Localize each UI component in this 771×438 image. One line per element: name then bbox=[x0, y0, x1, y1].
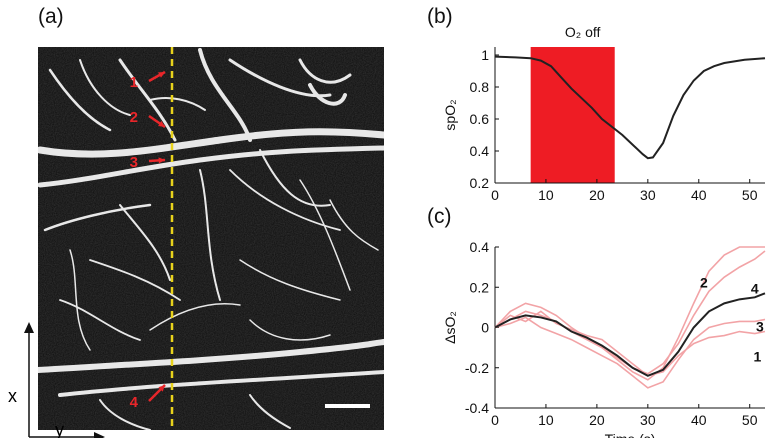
dso2-x-tick-label: 50 bbox=[742, 412, 758, 428]
dso2-series-3-line bbox=[494, 316, 766, 389]
dso2-y-tick-label: -0.4 bbox=[465, 400, 489, 416]
series-4-label: 4 bbox=[751, 280, 759, 296]
marker-4-arrowhead bbox=[158, 385, 165, 392]
panel-b-label: (b) bbox=[427, 5, 453, 28]
marker-3-label: 3 bbox=[130, 154, 138, 171]
dso2-x-axis-label: Time (s) bbox=[605, 431, 656, 438]
spo2-y-tick-label: 1 bbox=[481, 47, 489, 63]
vessel-markers: 1 2 3 4 bbox=[130, 70, 166, 411]
panel-c-label: (c) bbox=[427, 205, 452, 228]
spo2-y-tick-label: 0.6 bbox=[470, 111, 490, 127]
series-2-label: 2 bbox=[700, 274, 708, 290]
marker-4-label: 4 bbox=[130, 394, 139, 411]
series-3-label: 3 bbox=[756, 319, 764, 335]
dso2-y-tick-label: 0.4 bbox=[470, 239, 490, 255]
series-1-label: 1 bbox=[753, 349, 761, 365]
angiography-image bbox=[38, 47, 384, 430]
marker-2-arrowhead bbox=[158, 120, 165, 127]
dso2-series-4-line bbox=[494, 250, 766, 375]
dso2-y-tick-label: 0 bbox=[481, 320, 489, 336]
dso2-series-4-line bbox=[494, 292, 766, 377]
spo2-x-tick-label: 50 bbox=[742, 187, 758, 203]
dso2-x-tick-label: 10 bbox=[538, 412, 554, 428]
chart-spo2: O₂ off 0 10 20 30 40 50 0.2 0.4 0.6 0.8 1 spO₂ bbox=[442, 24, 766, 203]
dso2-series-2-line bbox=[494, 246, 765, 381]
spo2-y-tick-label: 0.4 bbox=[470, 143, 490, 159]
marker-3-arrowhead bbox=[158, 157, 165, 164]
panel-a-label: (a) bbox=[38, 5, 64, 28]
dso2-x-tick-label: 40 bbox=[691, 412, 707, 428]
marker-2-label: 2 bbox=[130, 109, 138, 126]
orientation-axes bbox=[24, 322, 105, 438]
dso2-y-tick-label: 0.2 bbox=[470, 279, 490, 295]
dso2-y-tick-label: -0.2 bbox=[465, 360, 489, 376]
o2-off-region bbox=[530, 47, 615, 183]
spo2-series-0-line bbox=[494, 55, 766, 160]
spo2-x-tick-label: 40 bbox=[691, 187, 707, 203]
spo2-x-tick-label: 20 bbox=[589, 187, 605, 203]
marker-1-arrowhead bbox=[158, 72, 165, 78]
dso2-x-tick-label: 0 bbox=[491, 412, 499, 428]
dso2-series-1-line bbox=[494, 310, 766, 377]
spo2-x-tick-label: 0 bbox=[491, 187, 499, 203]
spo2-x-tick-label: 30 bbox=[640, 187, 656, 203]
dso2-x-tick-label: 30 bbox=[640, 412, 656, 428]
spo2-y-tick-label: 0.2 bbox=[470, 175, 490, 191]
marker-1-label: 1 bbox=[130, 74, 138, 91]
chart-dso2: 0 10 20 30 40 50 -0.4 -0.2 0 0.2 0.4 ΔsO₂ Time (s) 1 2… bbox=[442, 239, 766, 438]
dso2-y-axis-label: ΔsO₂ bbox=[442, 311, 458, 344]
spo2-y-axis-label: spO₂ bbox=[442, 99, 458, 130]
o2-off-annotation: O₂ off bbox=[565, 24, 601, 40]
spo2-x-tick-label: 10 bbox=[538, 187, 554, 203]
scale-bar bbox=[325, 404, 370, 408]
vessel-network bbox=[38, 48, 384, 430]
dso2-x-tick-label: 20 bbox=[589, 412, 605, 428]
orientation-x-label: x bbox=[8, 386, 17, 406]
orientation-y-label: y bbox=[55, 420, 64, 438]
spo2-y-tick-label: 0.8 bbox=[470, 79, 490, 95]
